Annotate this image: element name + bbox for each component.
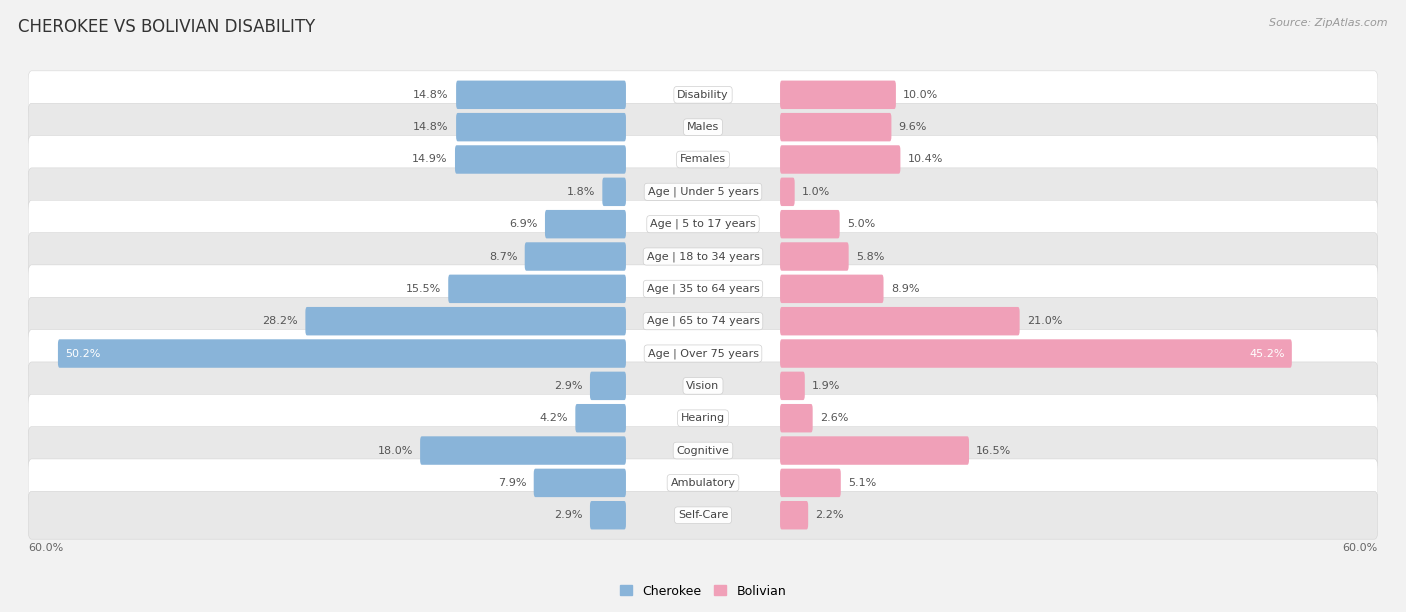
Text: 14.8%: 14.8% bbox=[413, 122, 449, 132]
Text: Self-Care: Self-Care bbox=[678, 510, 728, 520]
Text: 21.0%: 21.0% bbox=[1026, 316, 1063, 326]
FancyBboxPatch shape bbox=[28, 459, 1378, 507]
Text: Disability: Disability bbox=[678, 90, 728, 100]
Text: 9.6%: 9.6% bbox=[898, 122, 927, 132]
Text: Age | Over 75 years: Age | Over 75 years bbox=[648, 348, 758, 359]
Text: 1.8%: 1.8% bbox=[567, 187, 595, 197]
Legend: Cherokee, Bolivian: Cherokee, Bolivian bbox=[614, 580, 792, 603]
FancyBboxPatch shape bbox=[449, 275, 626, 303]
FancyBboxPatch shape bbox=[28, 71, 1378, 119]
Text: Age | 18 to 34 years: Age | 18 to 34 years bbox=[647, 252, 759, 262]
FancyBboxPatch shape bbox=[28, 168, 1378, 216]
Text: Age | 5 to 17 years: Age | 5 to 17 years bbox=[650, 219, 756, 230]
FancyBboxPatch shape bbox=[28, 103, 1378, 151]
FancyBboxPatch shape bbox=[28, 200, 1378, 248]
Text: Age | 65 to 74 years: Age | 65 to 74 years bbox=[647, 316, 759, 326]
Text: Cognitive: Cognitive bbox=[676, 446, 730, 455]
Text: Ambulatory: Ambulatory bbox=[671, 478, 735, 488]
FancyBboxPatch shape bbox=[780, 177, 794, 206]
Text: 4.2%: 4.2% bbox=[540, 413, 568, 424]
Text: Vision: Vision bbox=[686, 381, 720, 391]
FancyBboxPatch shape bbox=[28, 427, 1378, 474]
FancyBboxPatch shape bbox=[456, 113, 626, 141]
Text: 5.0%: 5.0% bbox=[846, 219, 875, 229]
FancyBboxPatch shape bbox=[780, 242, 849, 271]
FancyBboxPatch shape bbox=[780, 307, 1019, 335]
Text: 28.2%: 28.2% bbox=[263, 316, 298, 326]
Text: 8.9%: 8.9% bbox=[891, 284, 920, 294]
Text: 7.9%: 7.9% bbox=[498, 478, 526, 488]
FancyBboxPatch shape bbox=[780, 113, 891, 141]
Text: 60.0%: 60.0% bbox=[28, 543, 63, 553]
FancyBboxPatch shape bbox=[780, 145, 900, 174]
Text: Age | 35 to 64 years: Age | 35 to 64 years bbox=[647, 283, 759, 294]
FancyBboxPatch shape bbox=[591, 501, 626, 529]
Text: 14.8%: 14.8% bbox=[413, 90, 449, 100]
Text: 6.9%: 6.9% bbox=[509, 219, 537, 229]
Text: 2.6%: 2.6% bbox=[820, 413, 848, 424]
Text: Males: Males bbox=[688, 122, 718, 132]
FancyBboxPatch shape bbox=[546, 210, 626, 239]
FancyBboxPatch shape bbox=[524, 242, 626, 271]
FancyBboxPatch shape bbox=[591, 371, 626, 400]
Text: 5.1%: 5.1% bbox=[848, 478, 876, 488]
Text: 45.2%: 45.2% bbox=[1249, 348, 1285, 359]
FancyBboxPatch shape bbox=[534, 469, 626, 497]
Text: 1.0%: 1.0% bbox=[801, 187, 830, 197]
FancyBboxPatch shape bbox=[28, 297, 1378, 345]
FancyBboxPatch shape bbox=[28, 233, 1378, 280]
Text: 16.5%: 16.5% bbox=[976, 446, 1011, 455]
FancyBboxPatch shape bbox=[780, 436, 969, 465]
Text: 2.9%: 2.9% bbox=[554, 510, 582, 520]
Text: 8.7%: 8.7% bbox=[489, 252, 517, 261]
FancyBboxPatch shape bbox=[602, 177, 626, 206]
FancyBboxPatch shape bbox=[456, 81, 626, 109]
Text: 14.9%: 14.9% bbox=[412, 154, 447, 165]
FancyBboxPatch shape bbox=[28, 362, 1378, 410]
FancyBboxPatch shape bbox=[575, 404, 626, 433]
FancyBboxPatch shape bbox=[28, 491, 1378, 539]
Text: 2.9%: 2.9% bbox=[554, 381, 582, 391]
Text: 15.5%: 15.5% bbox=[406, 284, 441, 294]
FancyBboxPatch shape bbox=[780, 81, 896, 109]
FancyBboxPatch shape bbox=[28, 135, 1378, 184]
FancyBboxPatch shape bbox=[780, 469, 841, 497]
FancyBboxPatch shape bbox=[305, 307, 626, 335]
Text: 2.2%: 2.2% bbox=[815, 510, 844, 520]
Text: Age | Under 5 years: Age | Under 5 years bbox=[648, 187, 758, 197]
Text: Hearing: Hearing bbox=[681, 413, 725, 424]
FancyBboxPatch shape bbox=[780, 339, 1292, 368]
Text: CHEROKEE VS BOLIVIAN DISABILITY: CHEROKEE VS BOLIVIAN DISABILITY bbox=[18, 18, 315, 36]
FancyBboxPatch shape bbox=[780, 501, 808, 529]
Text: 60.0%: 60.0% bbox=[1343, 543, 1378, 553]
Text: 5.8%: 5.8% bbox=[856, 252, 884, 261]
FancyBboxPatch shape bbox=[780, 210, 839, 239]
FancyBboxPatch shape bbox=[780, 371, 804, 400]
FancyBboxPatch shape bbox=[28, 394, 1378, 442]
Text: 50.2%: 50.2% bbox=[65, 348, 101, 359]
Text: 10.4%: 10.4% bbox=[908, 154, 943, 165]
FancyBboxPatch shape bbox=[780, 275, 883, 303]
Text: Source: ZipAtlas.com: Source: ZipAtlas.com bbox=[1270, 18, 1388, 28]
Text: Females: Females bbox=[681, 154, 725, 165]
FancyBboxPatch shape bbox=[780, 404, 813, 433]
FancyBboxPatch shape bbox=[58, 339, 626, 368]
FancyBboxPatch shape bbox=[28, 330, 1378, 378]
FancyBboxPatch shape bbox=[28, 265, 1378, 313]
Text: 10.0%: 10.0% bbox=[903, 90, 938, 100]
FancyBboxPatch shape bbox=[420, 436, 626, 465]
Text: 18.0%: 18.0% bbox=[377, 446, 413, 455]
FancyBboxPatch shape bbox=[456, 145, 626, 174]
Text: 1.9%: 1.9% bbox=[813, 381, 841, 391]
